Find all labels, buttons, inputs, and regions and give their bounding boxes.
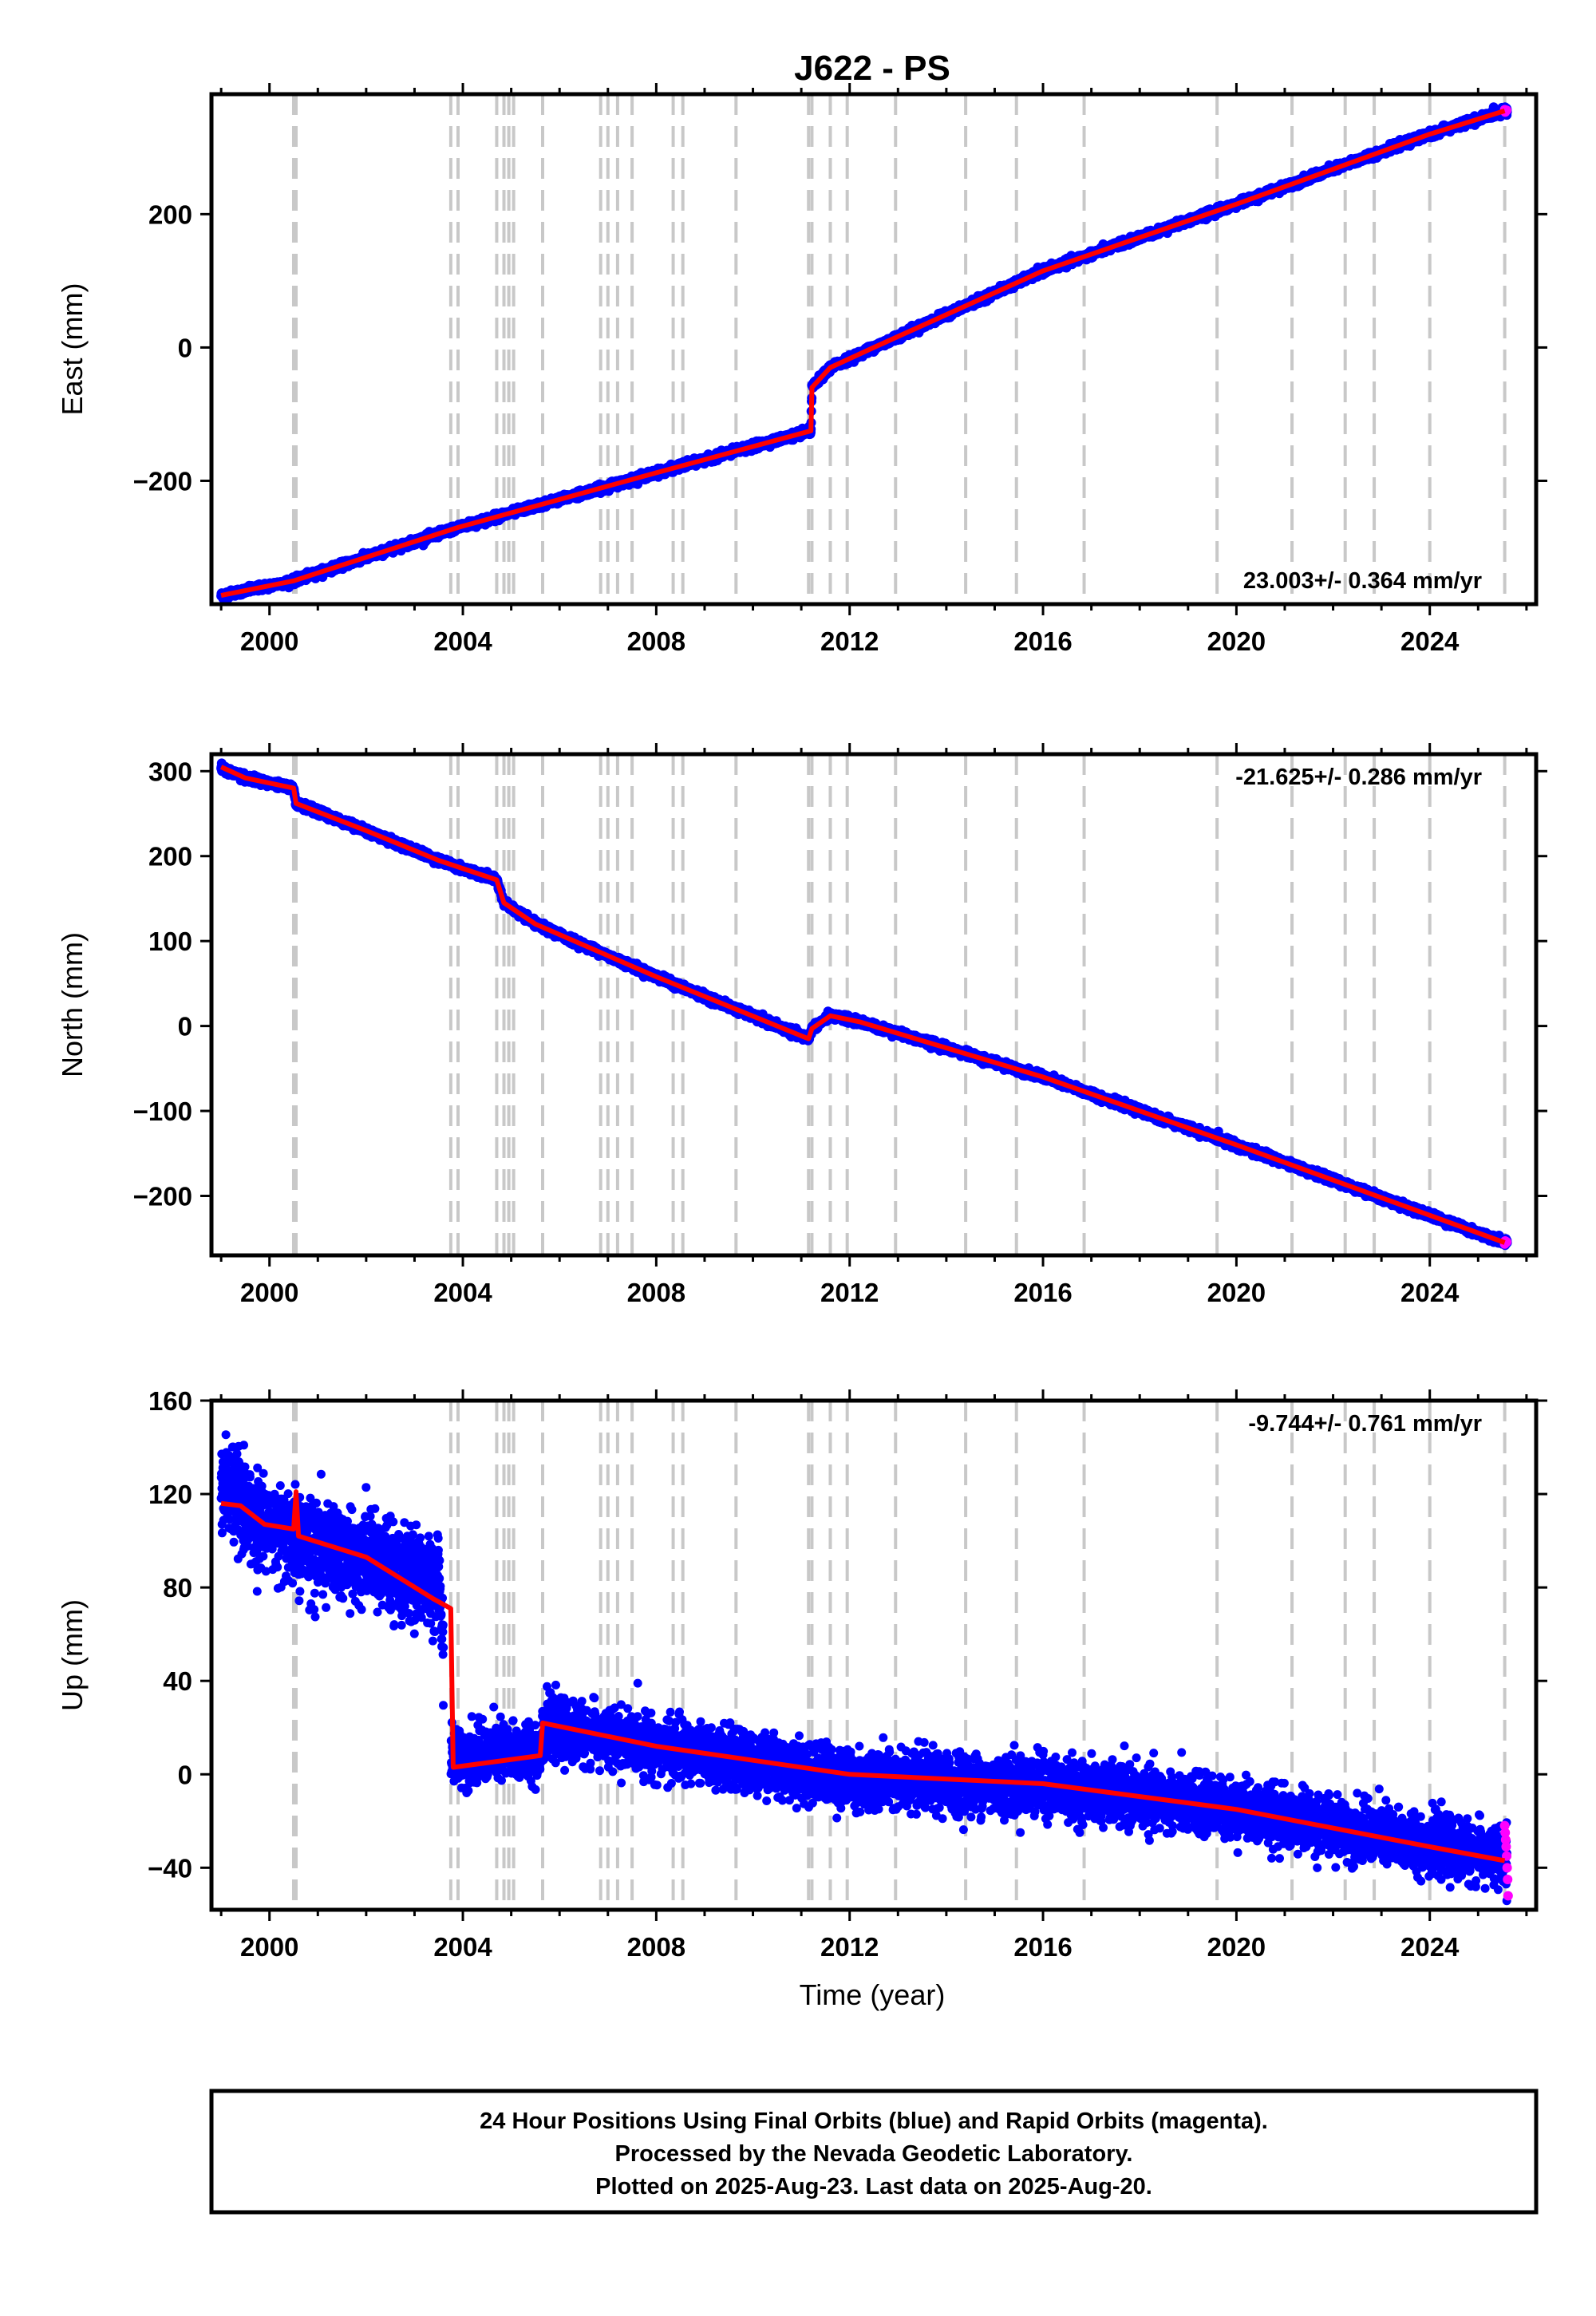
chart-title: J622 - PS	[794, 49, 950, 88]
east-panel: 2000 2004 2008 2012 2016 2020 2024−2000200East…	[56, 83, 1547, 656]
